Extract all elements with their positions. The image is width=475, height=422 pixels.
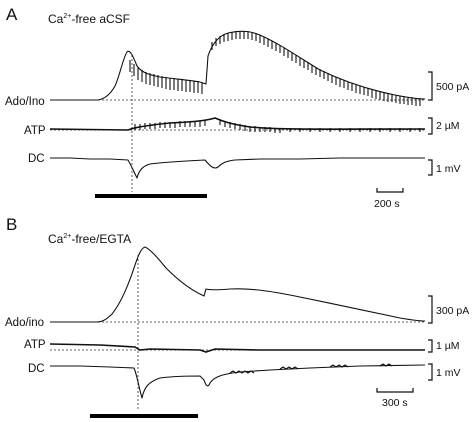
panel-a-letter: A [6,5,18,24]
panel-a-trace-label-atp: ATP [24,125,46,137]
panel-b-condition: Ca2+-free/EGTA [48,232,131,246]
panel-a-atp-ripple [134,119,421,133]
panel-a-adoino-ripple [129,31,421,106]
panel-b-trace-label-dc: DC [28,363,45,375]
panel-a-application-bar [95,194,207,198]
panel-b-trace-label-adoino: Ado/ino [5,317,44,329]
panel-b-adoino-trace [50,246,426,323]
panel-b-time-scale: 300 s [382,397,408,409]
panel-a-scalebar-current [428,71,433,101]
panel-a-dc-trace [50,157,425,179]
panel-b-scale-dc: 1 mV [436,367,461,379]
panel-a-condition: Ca2+-free aCSF [48,12,130,26]
panel-b-scale-atp: 1 µM [436,340,460,352]
panel-a-scale-current: 500 pA [436,81,469,93]
panel-a-scalebar-atp [428,117,433,135]
panel-a-adoino-trace [50,30,426,101]
panel-b-scalebar-atp [428,339,433,353]
panel-b: B Ca2+-free/EGTA Ado/ino 300 pA ATP 1 µM… [5,215,469,418]
panel-b-time-scalebar [376,388,414,393]
panel-b-scalebar-current [428,295,433,324]
panel-a-trace-label-adoino: Ado/Ino [5,96,45,108]
panel-b-letter: B [6,215,17,234]
panel-b-application-bar [90,414,198,418]
panel-a-scale-dc: 1 mV [436,163,461,175]
panel-a-scalebar-dc [428,159,433,176]
panel-a-time-scale: 200 s [374,198,400,210]
panel-b-atp-trace [49,343,425,353]
panel-b-scale-current: 300 pA [436,305,469,317]
panel-b-trace-label-atp: ATP [24,339,46,351]
panel-a-scale-atp: 2 µM [436,120,460,132]
panel-b-dc-trace [50,364,426,399]
panel-b-scalebar-dc [428,363,433,381]
panel-a-atp-trace [49,117,426,131]
panel-a-time-scalebar [376,188,404,193]
panel-a-trace-label-dc: DC [28,153,45,165]
panel-a: A Ca2+-free aCSF Ado/Ino 500 pA ATP 2 µM… [5,5,469,210]
panel-b-dc-noise [229,363,393,374]
